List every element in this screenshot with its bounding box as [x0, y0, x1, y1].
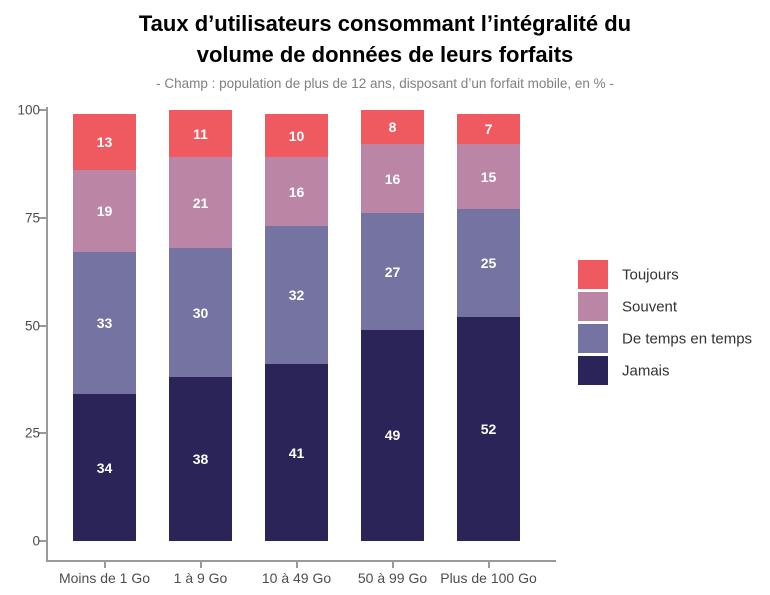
x-axis-tick — [391, 562, 394, 568]
bar-value-label: 32 — [288, 287, 305, 304]
legend-label: Souvent — [622, 298, 678, 315]
x-axis-line — [46, 560, 556, 562]
bar-value-label: 13 — [96, 134, 113, 151]
legend-swatch — [578, 324, 608, 353]
x-axis-tick — [199, 562, 202, 568]
bar-value-label: 41 — [288, 444, 305, 461]
bar-segment-souvent: 21 — [169, 157, 232, 248]
bar-segment-de-temps-en-temps: 33 — [73, 252, 136, 395]
bar-segment-de-temps-en-temps: 30 — [169, 247, 232, 378]
bar-value-label: 10 — [288, 127, 305, 144]
bar-segment-jamais: 49 — [361, 329, 424, 541]
bar-segment-jamais: 34 — [73, 394, 136, 541]
legend-swatch — [578, 356, 608, 385]
bar-value-label: 27 — [384, 263, 401, 280]
bar-value-label: 38 — [192, 451, 209, 468]
bar-segment-de-temps-en-temps: 25 — [457, 209, 520, 317]
y-axis-tick — [39, 324, 46, 327]
y-axis-tick — [39, 432, 46, 435]
bar-value-label: 34 — [96, 459, 113, 476]
bar-value-label: 33 — [96, 315, 113, 332]
chart-title-line1: Taux d’utilisateurs consommant l’intégra… — [138, 11, 632, 36]
chart-subtitle: - Champ : population de plus de 12 ans, … — [156, 76, 614, 91]
x-axis-label: Plus de 100 Go — [440, 570, 537, 586]
bar-segment-jamais: 52 — [457, 316, 520, 541]
y-axis-tick-label: 25 — [24, 425, 40, 441]
legend-label: Toujours — [622, 266, 679, 283]
bar-segment-souvent: 15 — [457, 144, 520, 210]
y-axis-tick — [39, 109, 46, 111]
bar-value-label: 8 — [388, 119, 397, 136]
bar-segment-toujours: 10 — [265, 114, 328, 158]
legend-label: De temps en temps — [622, 330, 753, 347]
legend-item: De temps en temps — [578, 324, 770, 353]
bar-value-label: 7 — [484, 121, 493, 138]
y-axis-tick-label: 0 — [32, 533, 40, 549]
legend-swatch — [578, 260, 608, 289]
bar-value-label: 16 — [288, 183, 305, 200]
legend-swatch — [578, 292, 608, 321]
bar-value-label: 19 — [96, 203, 113, 220]
bar-segment-toujours: 8 — [361, 110, 424, 145]
x-axis-tick — [487, 562, 490, 568]
bar-segment-jamais: 38 — [169, 377, 232, 541]
y-axis-tick-label: 75 — [24, 210, 40, 226]
bar-segment-de-temps-en-temps: 27 — [361, 213, 424, 330]
x-axis-label: 50 à 99 Go — [357, 570, 428, 586]
y-axis-line — [46, 107, 48, 562]
y-axis-tick-label: 100 — [17, 102, 40, 118]
bar-segment-toujours: 7 — [457, 114, 520, 145]
bar-segment-toujours: 11 — [169, 110, 232, 158]
legend-item: Jamais — [578, 356, 770, 385]
bar-value-label: 25 — [480, 255, 497, 271]
bar-value-label: 52 — [480, 420, 497, 437]
legend-item: Souvent — [578, 292, 770, 321]
legend-item: Toujours — [578, 260, 770, 289]
y-axis-tick — [39, 540, 46, 542]
x-axis-label: 10 à 49 Go — [261, 570, 332, 586]
bar-value-label: 11 — [193, 125, 208, 142]
bar-value-label: 15 — [480, 168, 497, 185]
chart-title: Taux d’utilisateurs consommant l’intégra… — [0, 8, 770, 70]
bar-value-label: 49 — [384, 427, 401, 444]
bar-segment-souvent: 16 — [361, 144, 424, 214]
x-axis-tick — [103, 562, 106, 568]
legend-label: Jamais — [622, 362, 670, 379]
bar-segment-souvent: 19 — [73, 170, 136, 253]
bar-value-label: 21 — [192, 194, 209, 211]
y-axis-tick-label: 50 — [24, 318, 40, 333]
bar-segment-de-temps-en-temps: 32 — [265, 226, 328, 365]
x-axis-tick — [295, 562, 298, 568]
bar-value-label: 30 — [192, 304, 209, 321]
y-axis-tick — [39, 216, 46, 219]
x-axis-label: Moins de 1 Go — [58, 570, 151, 586]
bar-segment-jamais: 41 — [265, 364, 328, 541]
bar-value-label: 16 — [384, 170, 401, 187]
bar-segment-toujours: 13 — [73, 114, 136, 171]
x-axis-label: 1 à 9 Go — [173, 570, 228, 586]
chart-title-line2: volume de données de leurs forfaits — [196, 42, 574, 67]
bar-segment-souvent: 16 — [265, 157, 328, 227]
